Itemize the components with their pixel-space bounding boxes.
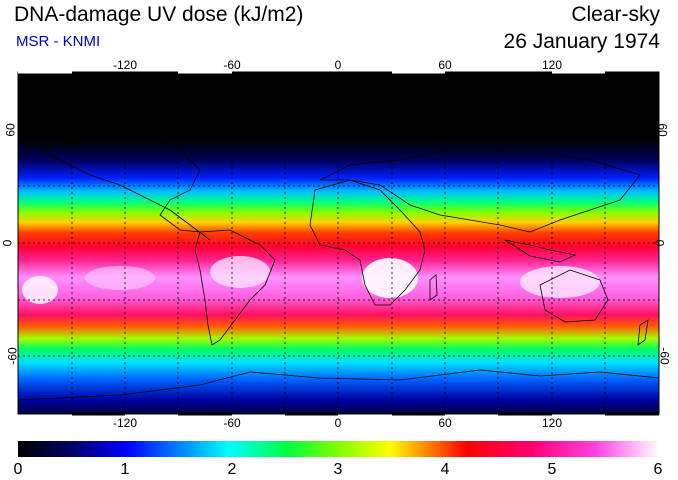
colorbar-label: 3 <box>333 461 343 478</box>
uv-max-patch <box>85 266 155 290</box>
lat-label-right: 0 <box>652 239 667 247</box>
map-title: DNA-damage UV dose (kJ/m2) <box>14 3 304 26</box>
colorbar-label: 6 <box>653 461 663 478</box>
lon-label-bottom: 0 <box>334 416 342 430</box>
uv-max-patch <box>210 256 270 288</box>
lat-label-left: 0 <box>0 239 15 247</box>
colorbar <box>18 441 659 457</box>
lat-label-left: 60 <box>3 123 18 137</box>
lon-label-bottom: -120 <box>112 416 138 430</box>
lon-label-bottom: 120 <box>541 416 563 430</box>
colorbar-label: 4 <box>440 461 450 478</box>
lon-label-top: -120 <box>112 58 138 72</box>
lon-label-top: -60 <box>223 58 241 72</box>
lon-label-top: 0 <box>334 58 342 72</box>
date-label: 26 January 1974 <box>503 30 660 53</box>
frame-ticks <box>18 70 659 416</box>
uv-max-patch <box>22 276 58 304</box>
lat-label-right: 60 <box>655 123 670 137</box>
uv-max-patch <box>520 266 600 298</box>
colorbar-label: 1 <box>120 461 130 478</box>
lon-label-bottom: -60 <box>223 416 241 430</box>
coastlines <box>18 129 659 401</box>
lon-label-top: 120 <box>541 58 563 72</box>
colorbar-label: 0 <box>13 461 23 478</box>
lon-label-bottom: 60 <box>438 416 452 430</box>
colorbar-label: 2 <box>227 461 237 478</box>
colorbar-label: 5 <box>547 461 557 478</box>
sky-condition-label: Clear-sky <box>571 3 660 26</box>
uv-max-patch <box>362 258 418 298</box>
organization-label: MSR - KNMI <box>16 33 101 50</box>
lat-label-right: -60 <box>657 347 672 365</box>
lat-label-left: -60 <box>5 347 20 365</box>
lon-label-top: 60 <box>438 58 452 72</box>
graticule <box>18 72 659 414</box>
